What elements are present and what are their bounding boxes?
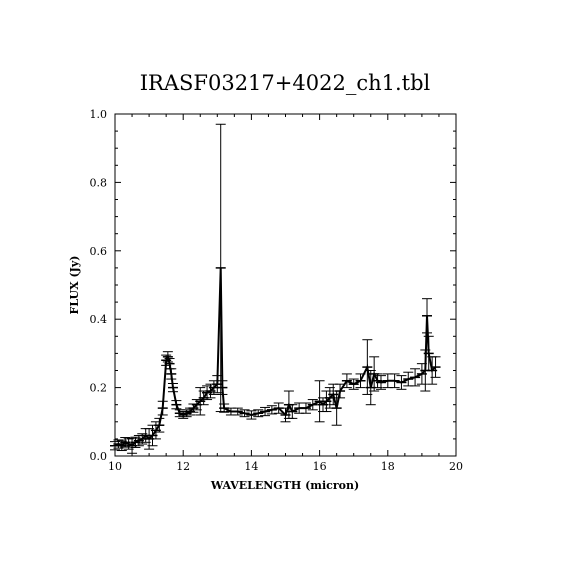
x-tick-label: 18 — [381, 460, 395, 473]
data-points — [110, 123, 441, 454]
data-point — [171, 400, 182, 410]
x-axis-label: WAVELENGTH (micron) — [210, 479, 359, 492]
data-point — [266, 405, 277, 415]
data-point — [167, 382, 178, 393]
data-point — [410, 368, 421, 387]
chart-title: IRASF03217+4022_ch1.tbl — [140, 71, 431, 95]
axis-tick-labels: 10 12 14 16 18 20 0.0 0.2 0.4 0.6 0.8 1.0 — [90, 108, 464, 473]
data-point — [307, 399, 318, 411]
data-point — [246, 410, 257, 420]
y-tick-label: 0.0 — [90, 450, 108, 463]
spectrum-line — [114, 267, 437, 447]
y-axis-label: FLUX (Jy) — [68, 256, 81, 315]
data-point — [375, 375, 386, 390]
data-point — [422, 298, 433, 334]
data-point — [217, 380, 228, 395]
y-tick-label: 0.4 — [90, 313, 108, 326]
data-point — [166, 368, 177, 380]
x-tick-label: 16 — [313, 460, 327, 473]
data-point — [239, 409, 250, 418]
data-point — [154, 417, 165, 433]
data-point — [215, 123, 226, 413]
data-point — [403, 371, 414, 387]
y-tick-label: 0.8 — [90, 176, 108, 189]
data-point — [287, 404, 298, 419]
x-tick-label: 12 — [176, 460, 190, 473]
y-tick-label: 0.2 — [90, 382, 108, 395]
data-point — [157, 400, 168, 416]
data-point — [300, 402, 311, 414]
x-tick-label: 10 — [108, 460, 122, 473]
data-point — [253, 409, 264, 418]
data-point — [355, 373, 366, 389]
data-point — [389, 373, 400, 389]
data-point — [348, 378, 359, 390]
data-point — [335, 383, 346, 399]
x-tick-label: 20 — [449, 460, 463, 473]
data-point — [162, 351, 173, 363]
y-tick-label: 1.0 — [90, 108, 108, 121]
data-point — [232, 407, 243, 416]
axis-ticks — [114, 113, 457, 457]
data-point — [260, 406, 271, 417]
data-point — [430, 356, 441, 378]
data-point — [147, 424, 158, 447]
x-tick-label: 14 — [244, 460, 258, 473]
data-point — [396, 375, 407, 390]
y-tick-label: 0.6 — [90, 245, 108, 258]
data-point — [341, 373, 352, 389]
